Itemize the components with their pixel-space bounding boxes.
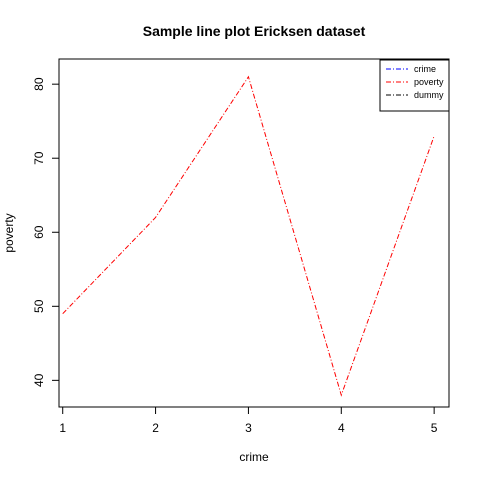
- series-layer: [62, 75, 435, 397]
- y-tick-label: 70: [32, 151, 46, 165]
- y-axis-label: poverty: [2, 213, 16, 252]
- legend-label-poverty: poverty: [414, 77, 444, 87]
- legend-label-dummy: dummy: [414, 90, 444, 100]
- x-tick-label: 4: [338, 421, 345, 435]
- x-tick-label: 1: [59, 421, 66, 435]
- series-line-poverty: [62, 75, 435, 397]
- legend-label-crime: crime: [414, 64, 436, 74]
- y-axis: 40 50 60 70 80: [32, 77, 60, 387]
- y-tick-label: 50: [32, 299, 46, 313]
- legend: crime poverty dummy: [379, 59, 450, 112]
- x-tick-label: 5: [431, 421, 438, 435]
- legend-box: [379, 59, 450, 112]
- x-tick-label: 2: [152, 421, 159, 435]
- y-tick-label: 60: [32, 225, 46, 239]
- x-axis-label: crime: [239, 450, 269, 464]
- x-tick-label: 3: [245, 421, 252, 435]
- chart-title: Sample line plot Ericksen dataset: [143, 23, 366, 39]
- y-tick-label: 80: [32, 77, 46, 91]
- y-tick-label: 40: [32, 373, 46, 387]
- x-axis: 1 2 3 4 5: [59, 406, 438, 435]
